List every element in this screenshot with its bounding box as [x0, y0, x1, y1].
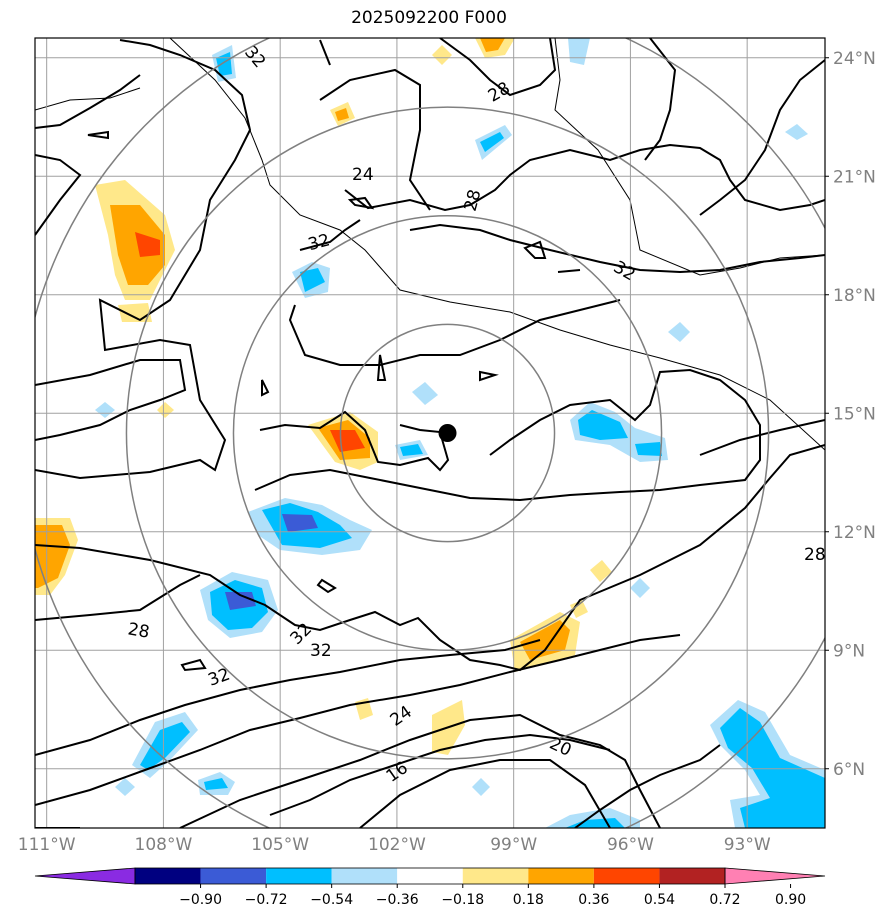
positive-anomaly-area	[480, 38, 505, 52]
positive-anomaly-area	[590, 560, 612, 582]
longitude-tick-label: 99°W	[490, 835, 537, 855]
positive-anomaly-area	[110, 205, 165, 285]
positive-anomaly-area	[330, 430, 365, 452]
map-frame	[34, 37, 826, 829]
contour-label: 32	[240, 43, 269, 72]
colorbar-tick-label: −0.18	[441, 892, 484, 908]
latitude-tick-label: 21°N	[833, 167, 876, 187]
negative-anomaly-area	[204, 778, 228, 790]
longitude-tick-label: 108°W	[135, 835, 193, 855]
negative-anomaly-area	[480, 132, 504, 152]
colorbar-segment	[200, 868, 267, 884]
range-ring	[232, 215, 663, 651]
longitude-tick-label: 102°W	[368, 835, 426, 855]
colorbar-extend-low	[34, 867, 136, 885]
contour-label: 28	[485, 78, 514, 106]
positive-anomaly-area	[432, 45, 452, 65]
colorbar-segment	[593, 868, 660, 884]
negative-anomaly-area	[225, 592, 256, 610]
colorbar-tick-label: 0.72	[709, 892, 740, 908]
latitude-tick-label: 6°N	[833, 760, 865, 780]
negative-anomaly-area	[668, 322, 690, 342]
negative-anomaly-area	[578, 410, 628, 440]
positive-anomaly-area	[570, 600, 588, 618]
contour-label: 16	[383, 758, 412, 787]
colorbar: −0.90 −0.72 −0.54 −0.36 −0.18 0.18 0.36 0.54 0.7…	[34, 867, 826, 908]
contour-label: 28	[461, 187, 486, 213]
latitude-tick-label: 18°N	[833, 286, 876, 306]
colorbar-segment	[397, 868, 463, 884]
colorbar-outline	[134, 867, 726, 885]
positive-anomaly-area	[135, 232, 160, 257]
negative-anomaly-area	[635, 442, 662, 456]
colorbar-tick-label: −0.36	[376, 892, 419, 908]
negative-anomaly-area	[785, 124, 808, 140]
graticule	[35, 38, 825, 828]
latitude-tick-label: 24°N	[833, 49, 876, 69]
negative-anomaly-area	[115, 778, 135, 796]
contour-labels: 32 28 24 28 32 32 28 32 32 32 24 20 16 2…	[126, 43, 825, 787]
colorbar-tick-label: 0.36	[578, 892, 609, 908]
longitude-tick-label: 105°W	[251, 835, 309, 855]
positive-anomaly-area	[35, 525, 70, 588]
colorbar-tick-label: 0.90	[775, 892, 806, 908]
contour-label: 32	[206, 665, 233, 691]
positive-anomaly-area	[157, 402, 174, 418]
small-contours	[87, 130, 581, 672]
latitude-tick-label: 9°N	[833, 641, 865, 661]
contour-lines	[35, 38, 825, 828]
negative-anomaly-area	[300, 268, 325, 292]
colorbar-tick-label: −0.90	[179, 892, 222, 908]
colorbar-segment	[462, 868, 529, 884]
contour-label: 32	[306, 230, 332, 255]
shaded-fields	[35, 38, 825, 828]
negative-anomaly-area	[630, 578, 650, 598]
latitude-ticks: 24°N 21°N 18°N 15°N 12°N 9°N 6°N	[825, 49, 876, 780]
longitude-ticks: 111°W 108°W 105°W 102°W 99°W 96°W 93°W	[18, 835, 771, 855]
range-ring	[339, 323, 556, 543]
contour-label: 24	[387, 702, 416, 731]
range-ring	[125, 106, 770, 760]
colorbar-segment	[135, 868, 201, 884]
colorbar-tick-label: −0.54	[310, 892, 353, 908]
contour-label: 24	[352, 165, 374, 185]
colorbar-tick-label: 0.18	[513, 892, 544, 908]
contour-label: 32	[610, 257, 639, 285]
colorbar-segment	[528, 868, 594, 884]
colorbar-tick-label: 0.54	[644, 892, 675, 908]
negative-anomaly-area	[140, 722, 190, 770]
colorbar-segment	[659, 868, 725, 884]
negative-anomaly-area	[400, 444, 423, 456]
storm-center-marker[interactable]	[438, 424, 457, 442]
negative-anomaly-area	[568, 38, 590, 65]
colorbar-extend-high	[724, 867, 826, 885]
range-rings	[35, 38, 825, 828]
positive-anomaly-area	[335, 108, 349, 121]
negative-anomaly-area	[282, 514, 318, 532]
contour-label: 32	[310, 641, 332, 661]
longitude-tick-label: 96°W	[607, 835, 654, 855]
latitude-tick-label: 15°N	[833, 404, 876, 424]
negative-anomaly-area	[472, 778, 490, 796]
colorbar-segment	[331, 868, 398, 884]
negative-anomaly-area	[412, 382, 438, 405]
longitude-tick-label: 93°W	[724, 835, 771, 855]
latitude-tick-label: 12°N	[833, 523, 876, 543]
colorbar-segment	[266, 868, 332, 884]
contour-label: 28	[804, 545, 826, 565]
map-title: 2025092200 F000	[351, 8, 507, 28]
contour-label: 28	[126, 619, 151, 642]
colorbar-tick-label: −0.72	[245, 892, 288, 908]
negative-anomaly-area	[720, 708, 825, 828]
longitude-tick-label: 111°W	[18, 835, 76, 855]
negative-anomaly-area	[95, 402, 115, 418]
